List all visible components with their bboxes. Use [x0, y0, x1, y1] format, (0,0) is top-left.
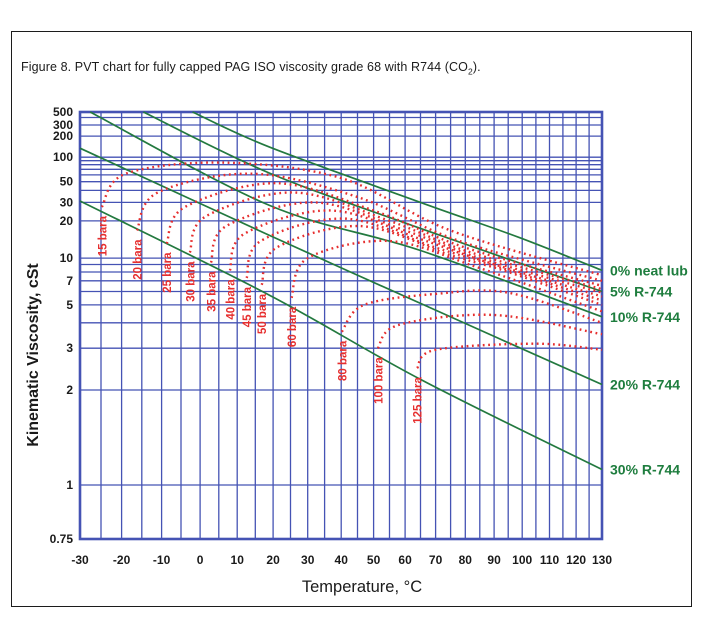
caption-text: Figure 8. PVT chart for fully capped PAG…: [21, 60, 469, 74]
isobar-curve-40-bara: [228, 209, 603, 298]
x-tick-label: -30: [71, 553, 89, 567]
y-tick-label: 10: [60, 251, 74, 265]
dilution-label: 0% neat lub: [610, 262, 688, 278]
dilution-label: 10% R-744: [610, 309, 680, 325]
y-tick-label: 30: [60, 195, 74, 209]
isobar-curve-15-bara: [100, 161, 603, 277]
y-tick-label: 0.75: [50, 532, 74, 546]
isobar-label: 80 bara: [337, 340, 349, 381]
grid: [79, 111, 603, 540]
figure-frame: [11, 31, 692, 607]
y-tick-label: 500: [53, 105, 73, 119]
x-tick-label: -10: [153, 553, 171, 567]
x-axis-title: Temperature, °C: [302, 578, 422, 596]
isobar-label: 100 bara: [373, 357, 385, 404]
x-tick-label: 100: [512, 553, 532, 567]
x-tick-label: 80: [459, 553, 473, 567]
isobar-label: 60 bara: [287, 306, 299, 347]
isobar-label: 40 bara: [225, 279, 237, 320]
x-tick-label: 130: [592, 553, 612, 567]
y-tick-label: 5: [66, 298, 73, 312]
x-tick-label: 30: [301, 553, 315, 567]
isobar-curves: 15 bara 20 bara 25 bara 30 bara 35 bara 40 ba…: [97, 161, 603, 424]
dilution-line-0-neat-lub: [192, 111, 603, 272]
isobar-label: 20 bara: [133, 239, 145, 280]
x-tick-label: 40: [335, 553, 349, 567]
y-tick-label: 20: [60, 214, 74, 228]
x-tick-label: -20: [113, 553, 131, 567]
x-tick-label: 70: [429, 553, 443, 567]
isobar-label: 125 bara: [413, 377, 425, 424]
isobar-label: 30 bara: [185, 261, 197, 302]
x-tick-label: 60: [398, 553, 412, 567]
plot-border: [78, 110, 604, 541]
x-tick-label: 120: [566, 553, 586, 567]
caption-subscript: 2: [468, 66, 473, 77]
dilution-label: 5% R-744: [610, 284, 672, 300]
y-tick-label: 50: [60, 175, 74, 189]
dilution-line-5-R-744: [143, 111, 603, 293]
dilution-line-30-R-744: [79, 200, 603, 471]
y-tick-label: 1: [66, 478, 73, 492]
isobar-curve-35-bara: [209, 201, 603, 294]
dilution-label: 20% R-744: [610, 377, 680, 393]
isobar-label: 50 bara: [257, 293, 269, 334]
y-tick-label: 3: [66, 341, 73, 355]
x-tick-label: 90: [487, 553, 501, 567]
x-tick-label: 0: [197, 553, 204, 567]
figure-caption: Figure 8. PVT chart for fully capped PAG…: [21, 60, 481, 77]
isobar-label: 35 bara: [207, 271, 219, 312]
isobar-label: 25 bara: [162, 252, 174, 293]
caption-tail: ).: [472, 60, 481, 74]
x-tick-label: 50: [367, 553, 381, 567]
isobar-curve-60-bara: [290, 239, 603, 313]
y-axis-title: Kinematic Viscosity, cSt: [25, 263, 42, 447]
isobar-curve-100-bara: [376, 313, 603, 350]
y-tick-label: 7: [66, 274, 73, 288]
y-tick-label: 100: [53, 150, 73, 164]
x-tick-label: 10: [231, 553, 245, 567]
isobar-curve-80-bara: [340, 289, 603, 333]
dilution-line-10-R-744: [89, 111, 603, 318]
isobar-curve-45-bara: [245, 217, 603, 302]
dilution-line-20-R-744: [79, 147, 603, 386]
isobar-label: 45 bara: [242, 286, 254, 327]
x-tick-labels: -30 -20 -10 0 10 20 30 40 50 60 70 80 90 100 110 120 130: [71, 553, 612, 567]
y-tick-label: 300: [53, 118, 73, 132]
x-tick-label: 20: [266, 553, 280, 567]
y-tick-label: 2: [66, 383, 73, 397]
x-tick-label: 110: [540, 553, 560, 567]
isobar-curve-25-bara: [165, 181, 603, 288]
dilution-lines: 0% neat lub 5% R-744 10% R-744 20% R-744 30%…: [79, 111, 688, 478]
isobar-curve-125-bara: [416, 342, 603, 369]
y-tick-label: 200: [53, 129, 73, 143]
isobar-label: 15 bara: [97, 215, 109, 256]
dilution-label: 30% R-744: [610, 462, 680, 478]
